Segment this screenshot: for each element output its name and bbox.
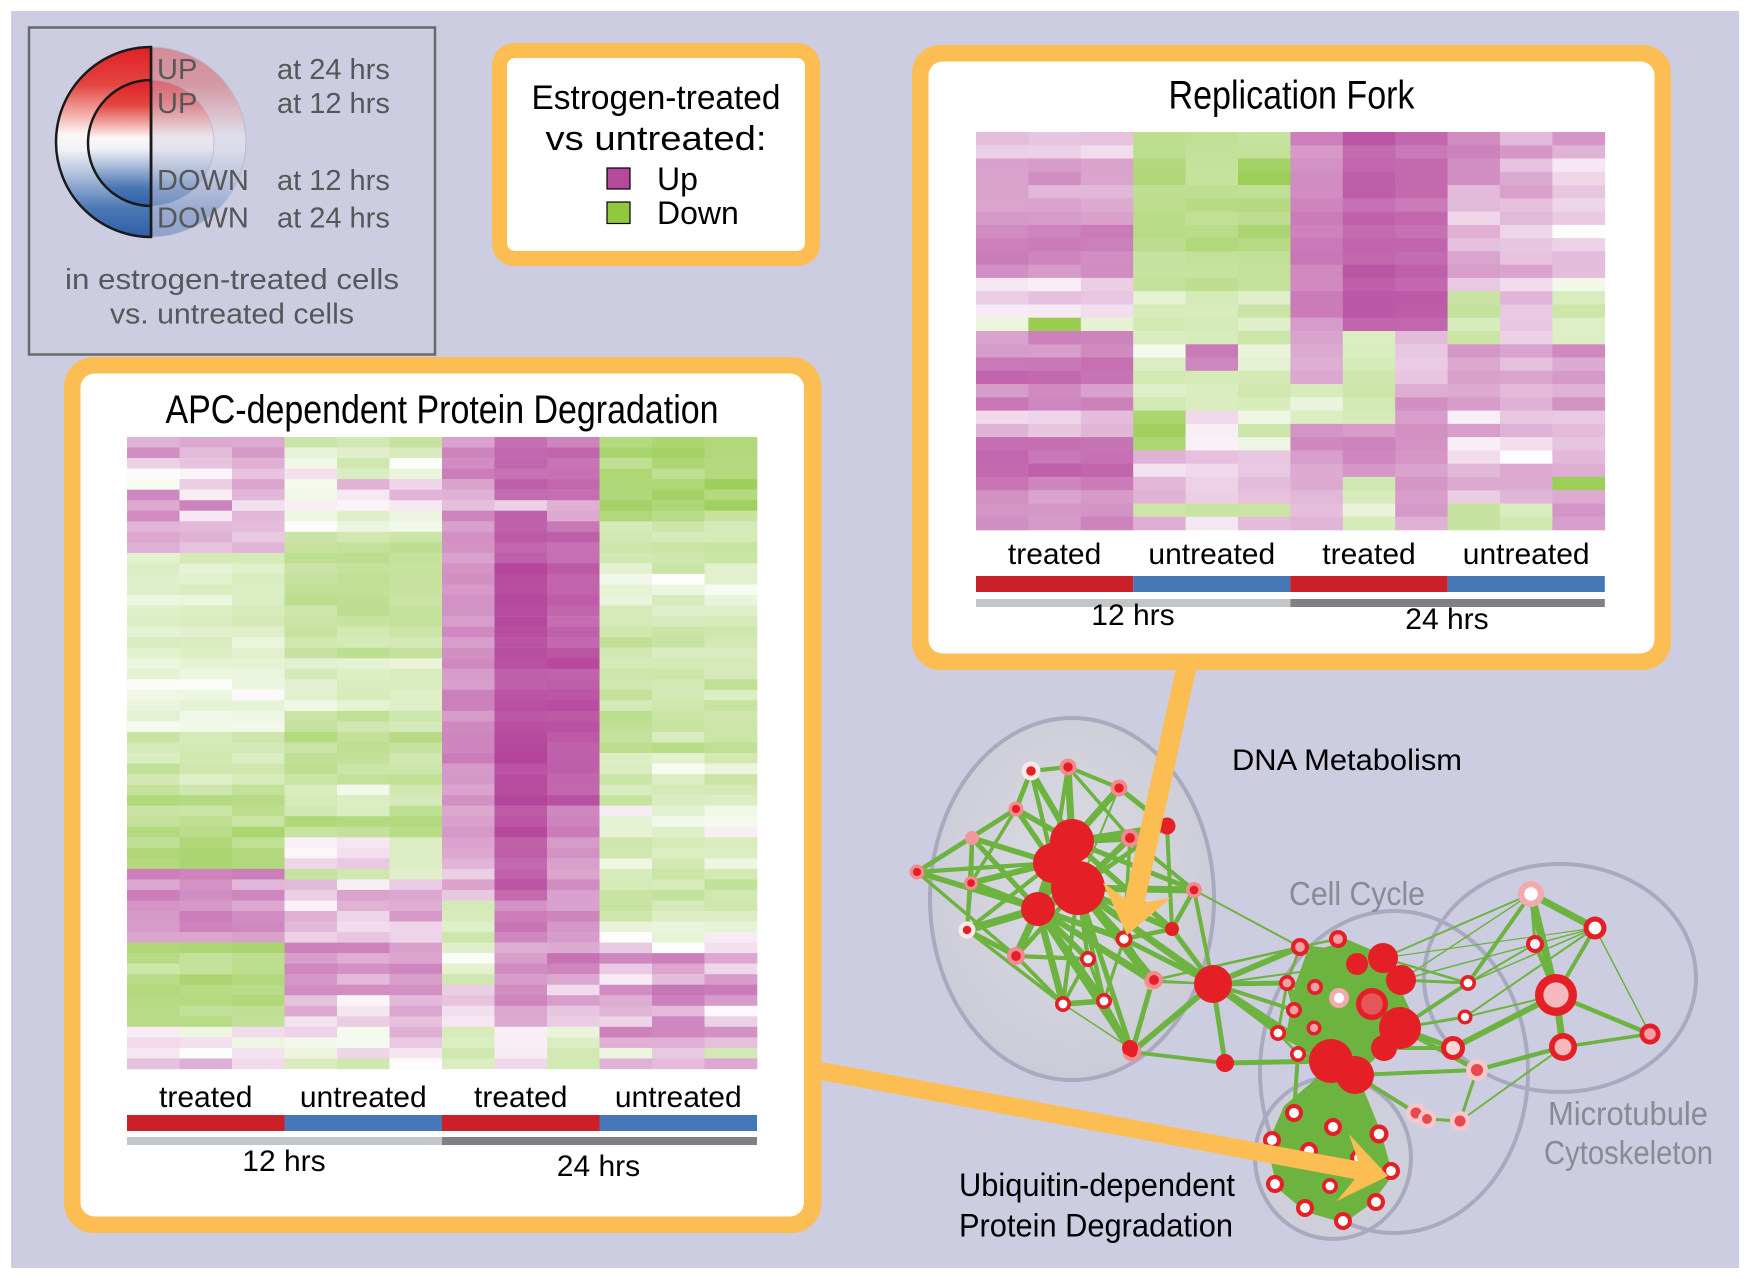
svg-text:DNA Metabolism: DNA Metabolism: [1232, 744, 1462, 777]
svg-text:in estrogen-treated cells: in estrogen-treated cells: [65, 264, 399, 296]
svg-text:Cell Cycle: Cell Cycle: [1289, 875, 1425, 912]
svg-text:at 24 hrs: at 24 hrs: [277, 54, 390, 86]
svg-text:24 hrs: 24 hrs: [1405, 603, 1488, 636]
svg-text:at 12 hrs: at 12 hrs: [277, 165, 390, 197]
svg-text:Protein Degradation: Protein Degradation: [959, 1208, 1233, 1244]
svg-text:UP: UP: [157, 54, 197, 86]
svg-text:treated: treated: [1322, 538, 1415, 571]
svg-text:12 hrs: 12 hrs: [242, 1145, 325, 1178]
svg-text:24 hrs: 24 hrs: [557, 1150, 640, 1183]
svg-text:untreated: untreated: [300, 1081, 427, 1114]
svg-text:at 12 hrs: at 12 hrs: [277, 88, 390, 120]
svg-text:DOWN: DOWN: [157, 165, 249, 197]
svg-text:UP: UP: [157, 88, 197, 120]
svg-text:Ubiquitin-dependent: Ubiquitin-dependent: [959, 1167, 1235, 1203]
svg-text:Down: Down: [657, 195, 739, 231]
svg-text:Microtubule: Microtubule: [1548, 1095, 1708, 1132]
svg-text:at 24 hrs: at 24 hrs: [277, 203, 390, 235]
svg-text:Up: Up: [657, 161, 698, 197]
svg-text:Replication Fork: Replication Fork: [1169, 74, 1416, 118]
svg-text:untreated: untreated: [615, 1081, 742, 1114]
svg-text:APC-dependent Protein Degradat: APC-dependent Protein Degradation: [166, 388, 719, 432]
svg-text:treated: treated: [474, 1081, 567, 1114]
svg-text:vs untreated:: vs untreated:: [546, 120, 767, 158]
svg-text:Estrogen-treated: Estrogen-treated: [532, 79, 781, 117]
svg-text:treated: treated: [1008, 538, 1101, 571]
svg-text:vs. untreated cells: vs. untreated cells: [110, 299, 354, 331]
svg-text:12 hrs: 12 hrs: [1091, 599, 1174, 632]
svg-text:untreated: untreated: [1463, 538, 1590, 571]
svg-text:DOWN: DOWN: [157, 203, 249, 235]
svg-text:Cytoskeleton: Cytoskeleton: [1544, 1134, 1713, 1171]
svg-text:untreated: untreated: [1148, 538, 1275, 571]
svg-text:treated: treated: [159, 1081, 252, 1114]
